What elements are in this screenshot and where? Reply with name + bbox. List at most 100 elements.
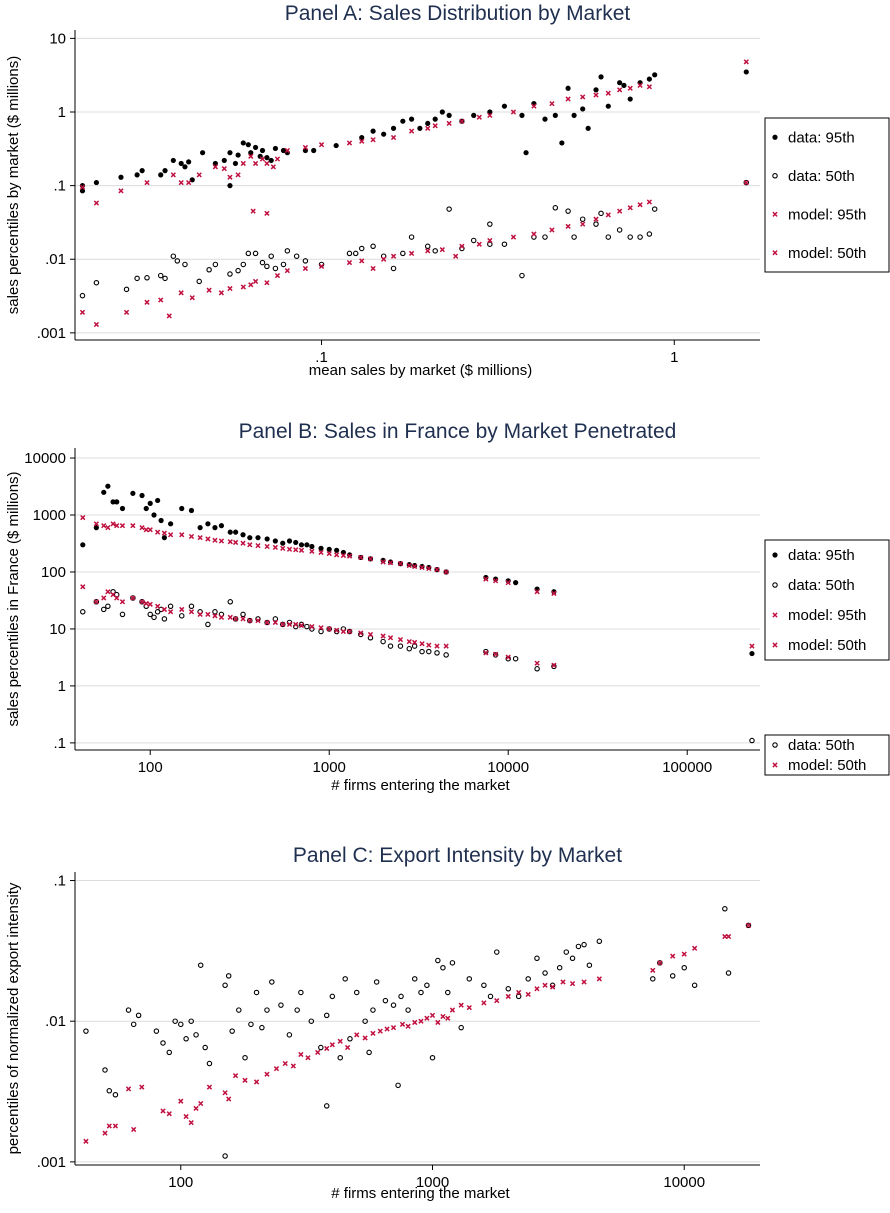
legend-marker xyxy=(772,742,778,748)
data-point xyxy=(743,179,749,186)
data-point xyxy=(598,210,604,217)
data-point xyxy=(318,263,325,270)
panel-c: Panel C: Export Intensity by Market .001.… xyxy=(5,734,890,1202)
data-point xyxy=(380,559,386,565)
data-point xyxy=(114,499,120,505)
data-point xyxy=(418,989,424,996)
data-point xyxy=(552,205,559,211)
data-point xyxy=(505,986,512,992)
data-point xyxy=(387,560,394,566)
y-tick-label: 100 xyxy=(41,564,66,581)
legend-marker xyxy=(772,552,778,558)
data-point xyxy=(196,172,202,178)
series-model-50th xyxy=(80,584,557,668)
x-tick-label: .1 xyxy=(315,349,328,366)
data-point xyxy=(168,521,174,527)
data-point xyxy=(411,563,418,570)
data-point xyxy=(248,282,254,288)
data-point xyxy=(144,179,150,186)
data-point xyxy=(337,1038,343,1044)
data-point xyxy=(193,1105,199,1112)
legend-marker xyxy=(772,250,778,256)
data-point xyxy=(106,1088,113,1094)
x-tick-label: 10000 xyxy=(663,1174,705,1191)
data-point xyxy=(426,648,432,655)
data-point xyxy=(293,621,299,628)
data-point xyxy=(627,85,633,91)
data-point xyxy=(279,621,286,628)
data-point xyxy=(139,1084,145,1090)
data-point xyxy=(202,1044,208,1051)
data-point xyxy=(167,532,174,538)
data-point xyxy=(182,164,188,170)
data-point xyxy=(637,234,643,240)
data-point xyxy=(616,227,623,233)
data-point xyxy=(225,973,232,979)
data-point xyxy=(556,964,563,971)
series-data-95th xyxy=(80,483,755,657)
data-point xyxy=(286,546,293,552)
data-point xyxy=(252,278,259,285)
data-point xyxy=(240,140,246,146)
data-point xyxy=(397,643,404,649)
data-point xyxy=(487,112,493,119)
data-point xyxy=(144,299,150,305)
y-axis-label: sales percentiles in France ($ millions) xyxy=(5,471,22,726)
data-point xyxy=(318,142,325,148)
data-point xyxy=(188,609,195,615)
x-tick-label: 1000 xyxy=(313,759,346,776)
data-point xyxy=(151,512,157,518)
data-point xyxy=(593,87,599,93)
data-point xyxy=(417,125,423,131)
data-point xyxy=(419,648,425,655)
data-point xyxy=(571,234,577,240)
data-point xyxy=(110,521,116,527)
data-point xyxy=(206,1084,213,1090)
data-point xyxy=(162,275,168,282)
data-point xyxy=(130,595,136,601)
data-point xyxy=(411,639,418,646)
data-point xyxy=(449,960,456,966)
data-point xyxy=(434,643,440,649)
chart-title: Panel A: Sales Distribution by Market xyxy=(285,2,631,25)
data-point xyxy=(476,241,482,247)
data-point xyxy=(247,542,253,548)
series-model-95th xyxy=(79,59,749,216)
data-point xyxy=(101,523,107,529)
data-point xyxy=(569,955,576,962)
data-point xyxy=(280,621,286,628)
data-point xyxy=(286,1032,293,1038)
data-point xyxy=(516,989,522,996)
data-point xyxy=(370,137,376,143)
data-point xyxy=(340,552,347,559)
data-point xyxy=(418,1018,424,1024)
data-point xyxy=(280,540,286,546)
data-point xyxy=(158,172,164,178)
data-point xyxy=(646,84,653,90)
y-tick-label: 10 xyxy=(49,621,66,638)
data-point xyxy=(352,250,359,257)
data-point xyxy=(101,489,107,495)
legend-box xyxy=(764,539,890,661)
data-point xyxy=(264,210,270,216)
data-point xyxy=(646,76,652,82)
data-point xyxy=(425,125,431,131)
data-point xyxy=(596,938,603,945)
data-point xyxy=(158,606,164,613)
data-point xyxy=(179,505,185,512)
data-point xyxy=(188,1120,194,1126)
data-point xyxy=(593,92,599,98)
data-point xyxy=(205,621,211,628)
data-point xyxy=(749,737,755,744)
data-point xyxy=(93,179,100,186)
data-point xyxy=(218,290,225,296)
data-point xyxy=(366,1049,372,1056)
series-data-50th xyxy=(79,179,750,299)
data-point xyxy=(264,280,270,286)
data-point xyxy=(112,1092,119,1098)
data-point xyxy=(434,566,440,573)
data-point xyxy=(419,641,425,647)
data-point xyxy=(293,547,299,553)
data-point xyxy=(443,652,449,658)
x-tick-label: 10000 xyxy=(487,759,529,776)
